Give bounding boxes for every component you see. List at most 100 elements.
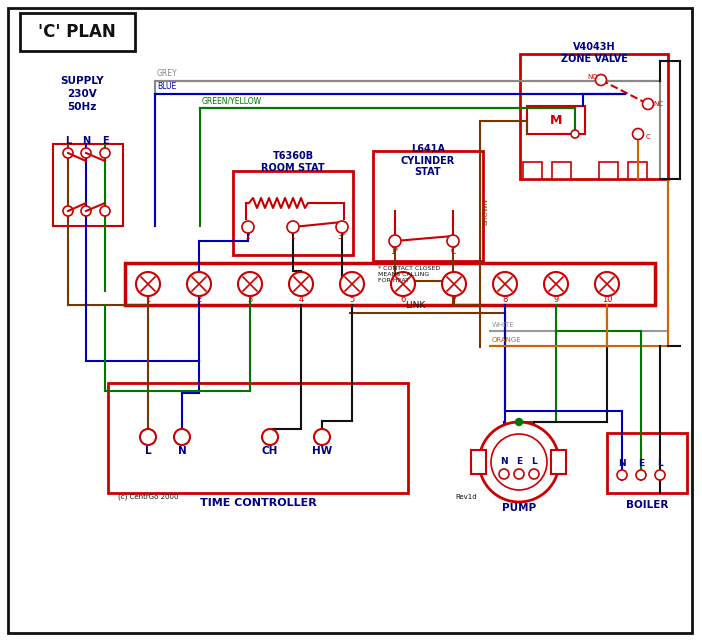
Circle shape — [187, 272, 211, 296]
Text: 3: 3 — [247, 294, 253, 303]
Text: L641A
CYLINDER
STAT: L641A CYLINDER STAT — [401, 144, 455, 177]
Text: E: E — [516, 458, 522, 467]
Bar — [527, 106, 585, 134]
Text: ORANGE: ORANGE — [492, 337, 522, 343]
Text: CH: CH — [262, 446, 278, 456]
Text: N: N — [501, 458, 508, 467]
Text: * CONTACT CLOSED
MEANS CALLING
FOR HEAT: * CONTACT CLOSED MEANS CALLING FOR HEAT — [378, 266, 440, 283]
Text: 'C' PLAN: 'C' PLAN — [38, 23, 116, 41]
Text: N: N — [178, 446, 186, 456]
Circle shape — [289, 272, 313, 296]
Circle shape — [63, 148, 73, 158]
Circle shape — [633, 128, 644, 140]
Text: N: N — [618, 458, 625, 467]
Text: HW: HW — [312, 446, 332, 456]
Text: 1: 1 — [291, 231, 296, 240]
Circle shape — [81, 148, 91, 158]
Text: T6360B
ROOM STAT: T6360B ROOM STAT — [261, 151, 325, 172]
Text: N: N — [82, 136, 90, 146]
Circle shape — [442, 272, 466, 296]
Text: 5: 5 — [350, 294, 355, 303]
Text: WHITE: WHITE — [492, 322, 515, 328]
Circle shape — [491, 434, 547, 490]
Text: L: L — [145, 446, 152, 456]
Circle shape — [636, 470, 646, 480]
Text: GREY: GREY — [157, 69, 178, 78]
Text: TIME CONTROLLER: TIME CONTROLLER — [199, 498, 317, 508]
Text: BOILER: BOILER — [625, 500, 668, 510]
Circle shape — [136, 272, 160, 296]
Circle shape — [544, 272, 568, 296]
Bar — [233, 171, 353, 255]
Circle shape — [242, 221, 254, 233]
Text: GREEN/YELLOW: GREEN/YELLOW — [202, 96, 262, 105]
Circle shape — [100, 148, 110, 158]
Text: 1: 1 — [145, 294, 151, 303]
Circle shape — [595, 74, 607, 85]
Text: 2: 2 — [246, 231, 251, 240]
Circle shape — [262, 429, 278, 445]
Circle shape — [655, 470, 665, 480]
Text: LINK: LINK — [405, 301, 425, 310]
Bar — [523, 162, 542, 179]
Bar — [552, 162, 571, 179]
Circle shape — [391, 272, 415, 296]
Circle shape — [514, 469, 524, 479]
Text: SUPPLY
230V
50Hz: SUPPLY 230V 50Hz — [60, 76, 104, 112]
Bar — [20, 13, 135, 51]
Text: 4: 4 — [298, 294, 304, 303]
Bar — [599, 162, 618, 179]
Circle shape — [389, 235, 401, 247]
Circle shape — [63, 206, 73, 216]
Circle shape — [336, 221, 348, 233]
Text: C: C — [451, 247, 456, 256]
Circle shape — [595, 272, 619, 296]
Bar — [125, 263, 655, 305]
Circle shape — [493, 272, 517, 296]
Circle shape — [81, 206, 91, 216]
Text: 6: 6 — [400, 294, 406, 303]
Text: 10: 10 — [602, 294, 612, 303]
Circle shape — [529, 469, 539, 479]
Text: 1*: 1* — [391, 247, 399, 256]
Bar — [551, 450, 566, 474]
Circle shape — [479, 422, 559, 502]
Text: L: L — [65, 136, 71, 146]
Circle shape — [140, 429, 156, 445]
Bar — [607, 433, 687, 493]
Circle shape — [447, 235, 459, 247]
Circle shape — [617, 470, 627, 480]
Text: BROWN: BROWN — [482, 197, 488, 224]
Circle shape — [642, 99, 654, 110]
Text: C: C — [646, 134, 650, 140]
Text: L: L — [531, 458, 537, 467]
Text: L: L — [657, 458, 663, 467]
Text: 2: 2 — [197, 294, 201, 303]
Text: NO: NO — [588, 74, 598, 80]
Bar — [373, 151, 483, 261]
Circle shape — [571, 130, 579, 138]
Text: 7: 7 — [451, 294, 457, 303]
Bar — [53, 144, 123, 226]
Circle shape — [238, 272, 262, 296]
Bar — [520, 54, 668, 179]
Circle shape — [100, 206, 110, 216]
Text: NC: NC — [653, 101, 663, 107]
Text: 9: 9 — [553, 294, 559, 303]
Text: V4043H
ZONE VALVE: V4043H ZONE VALVE — [561, 42, 628, 63]
Text: 8: 8 — [503, 294, 508, 303]
Circle shape — [174, 429, 190, 445]
Bar — [471, 450, 486, 474]
Text: 3*: 3* — [338, 231, 346, 240]
Text: E: E — [638, 458, 644, 467]
Circle shape — [340, 272, 364, 296]
Text: BLUE: BLUE — [157, 82, 176, 91]
Circle shape — [499, 469, 509, 479]
Text: PUMP: PUMP — [502, 503, 536, 513]
Circle shape — [314, 429, 330, 445]
Bar — [108, 383, 408, 493]
Bar — [628, 162, 647, 179]
Text: (c) CentrGo 2000: (c) CentrGo 2000 — [118, 494, 178, 500]
Circle shape — [515, 419, 522, 426]
Circle shape — [287, 221, 299, 233]
